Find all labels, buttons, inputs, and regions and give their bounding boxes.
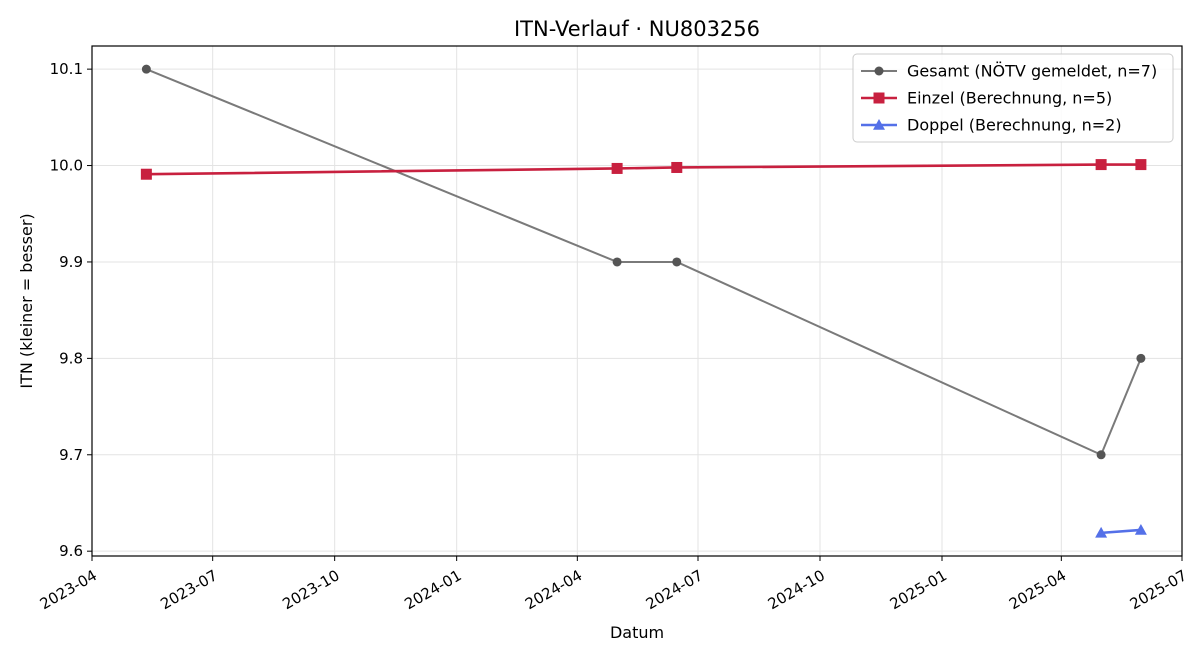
legend-item: Doppel (Berechnung, n=2) [861,116,1122,135]
legend: Gesamt (NÖTV gemeldet, n=7) Einzel (Berec… [852,53,1174,143]
x-tick-label: 2025-07 [1127,566,1190,613]
data-point [612,257,622,267]
data-point [671,161,683,173]
y-tick-label: 9.7 [59,446,83,464]
series-layer [140,64,1147,538]
y-tick-label: 10.0 [50,157,83,175]
x-tick-label: 2024-07 [643,566,706,613]
legend-item: Gesamt (NÖTV gemeldet, n=7) [861,62,1157,81]
legend-label: Einzel (Berechnung, n=5) [907,89,1112,108]
x-tick-label: 2025-04 [1006,566,1069,613]
x-axis-label: Datum [610,623,664,642]
legend-item: Einzel (Berechnung, n=5) [861,89,1112,108]
y-tick-label: 9.9 [59,253,83,271]
data-point [1096,450,1106,460]
plot-frame [91,45,1183,557]
data-point [1135,159,1147,171]
legend-box [852,53,1174,143]
x-tick-label: 2023-10 [279,566,342,613]
data-point [1095,159,1107,171]
x-axis-ticks: 2023-04 2023-07 2023-10 2024-01 2024-04 2024-… [37,556,1190,613]
data-point [141,64,151,74]
x-tick-label: 2024-01 [401,566,464,613]
data-point [1136,353,1146,363]
legend-marker [874,66,884,76]
y-tick-label: 9.6 [59,542,83,560]
y-tick-label: 10.1 [50,60,83,78]
series-3 [1095,523,1147,538]
data-point [140,168,152,180]
data-point [1095,526,1108,538]
x-tick-label: 2023-04 [37,566,100,613]
legend-marker [873,92,885,104]
y-tick-label: 9.8 [59,349,83,367]
y-axis-label: ITN (kleiner = besser) [17,213,36,388]
data-point [672,257,682,267]
series-2 [140,159,1147,180]
series-1 [141,64,1146,460]
chart-title: ITN-Verlauf · NU803256 [514,17,760,41]
x-tick-label: 2024-04 [522,566,585,613]
data-point [611,162,623,174]
legend-label: Gesamt (NÖTV gemeldet, n=7) [907,62,1157,81]
x-tick-label: 2024-10 [765,566,828,613]
legend-marker [873,119,885,130]
x-tick-label: 2023-07 [157,566,220,613]
data-point [1134,523,1147,535]
series-line [1101,528,1141,535]
y-axis-ticks: 9.6 9.7 9.8 9.9 10.0 10.1 [50,60,92,560]
legend-label: Doppel (Berechnung, n=2) [907,116,1122,135]
x-tick-label: 2025-01 [887,566,950,613]
